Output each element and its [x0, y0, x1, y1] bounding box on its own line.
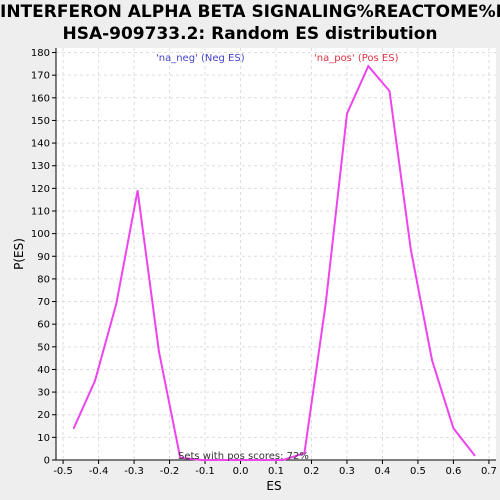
y-tick-label: 90 — [37, 252, 50, 263]
series-point — [452, 427, 455, 430]
series-point — [367, 65, 370, 67]
series-point — [179, 456, 181, 459]
y-tick-label: 120 — [31, 184, 50, 195]
series-point — [431, 359, 433, 362]
y-tick-label: 0 — [44, 456, 50, 467]
y-tick-label: 50 — [37, 342, 50, 353]
y-tick-label: 150 — [31, 116, 50, 127]
series-point — [158, 350, 160, 353]
series-point — [264, 459, 267, 461]
x-tick-label: 0.4 — [374, 466, 390, 477]
series-point — [282, 459, 284, 461]
annotation-pos-es: 'na_pos' (Pos ES) — [314, 53, 399, 64]
y-tick-label: 60 — [37, 320, 50, 331]
x-tick-label: 0.1 — [268, 466, 284, 477]
annotation-neg-es: 'na_neg' (Neg ES) — [156, 53, 245, 64]
x-tick-label: 0.2 — [304, 466, 320, 477]
series-point — [303, 452, 306, 455]
x-tick-label: 0.0 — [233, 466, 249, 477]
y-tick-label: 140 — [31, 139, 50, 150]
y-tick-label: 170 — [31, 71, 50, 82]
x-axis-label: ES — [266, 479, 281, 493]
series-point — [324, 303, 327, 305]
x-tick-label: 0.5 — [410, 466, 426, 477]
grid — [56, 48, 496, 461]
series-point — [221, 459, 224, 461]
x-tick-label: 0.6 — [445, 466, 461, 477]
x-tick-label: 0.7 — [481, 466, 497, 477]
y-tick-label: 70 — [37, 297, 50, 308]
y-tick-label: 100 — [31, 229, 50, 240]
series-point — [136, 189, 139, 192]
series-point — [72, 427, 75, 430]
series-point — [473, 454, 476, 457]
y-tick-label: 160 — [31, 93, 50, 104]
x-tick-label: -0.5 — [53, 466, 73, 477]
x-tick-label: -0.1 — [195, 466, 215, 477]
y-tick-label: 110 — [31, 206, 50, 217]
series-line — [72, 64, 476, 461]
chart-title-line-1: INTERFERON ALPHA BETA SIGNALING%REACTOME… — [0, 2, 500, 22]
series-point — [115, 303, 118, 305]
y-tick-label: 30 — [37, 388, 50, 399]
y-tick-label: 10 — [37, 433, 50, 444]
y-axis-label: P(ES) — [12, 238, 26, 270]
x-tick-label: 0.3 — [339, 466, 355, 477]
y-tick-label: 20 — [37, 410, 50, 421]
y-tick-label: 80 — [37, 274, 50, 285]
x-tick-label: -0.4 — [89, 466, 109, 477]
series-point — [346, 112, 348, 115]
x-tick-label: -0.2 — [160, 466, 180, 477]
annotation-pos-scores: Sets with pos scores: 72% — [178, 451, 309, 462]
series-point — [388, 90, 391, 92]
series-point — [94, 379, 96, 382]
series-point — [243, 459, 245, 461]
y-tick-label: 130 — [31, 161, 50, 172]
series-point — [410, 248, 412, 251]
x-tick-label: -0.3 — [124, 466, 144, 477]
y-tick-label: 40 — [37, 365, 50, 376]
chart-title-line-2: HSA-909733.2: Random ES distribution — [62, 24, 438, 44]
series-point — [200, 459, 203, 461]
series-layer — [72, 64, 476, 461]
y-tick-label: 180 — [31, 48, 50, 59]
